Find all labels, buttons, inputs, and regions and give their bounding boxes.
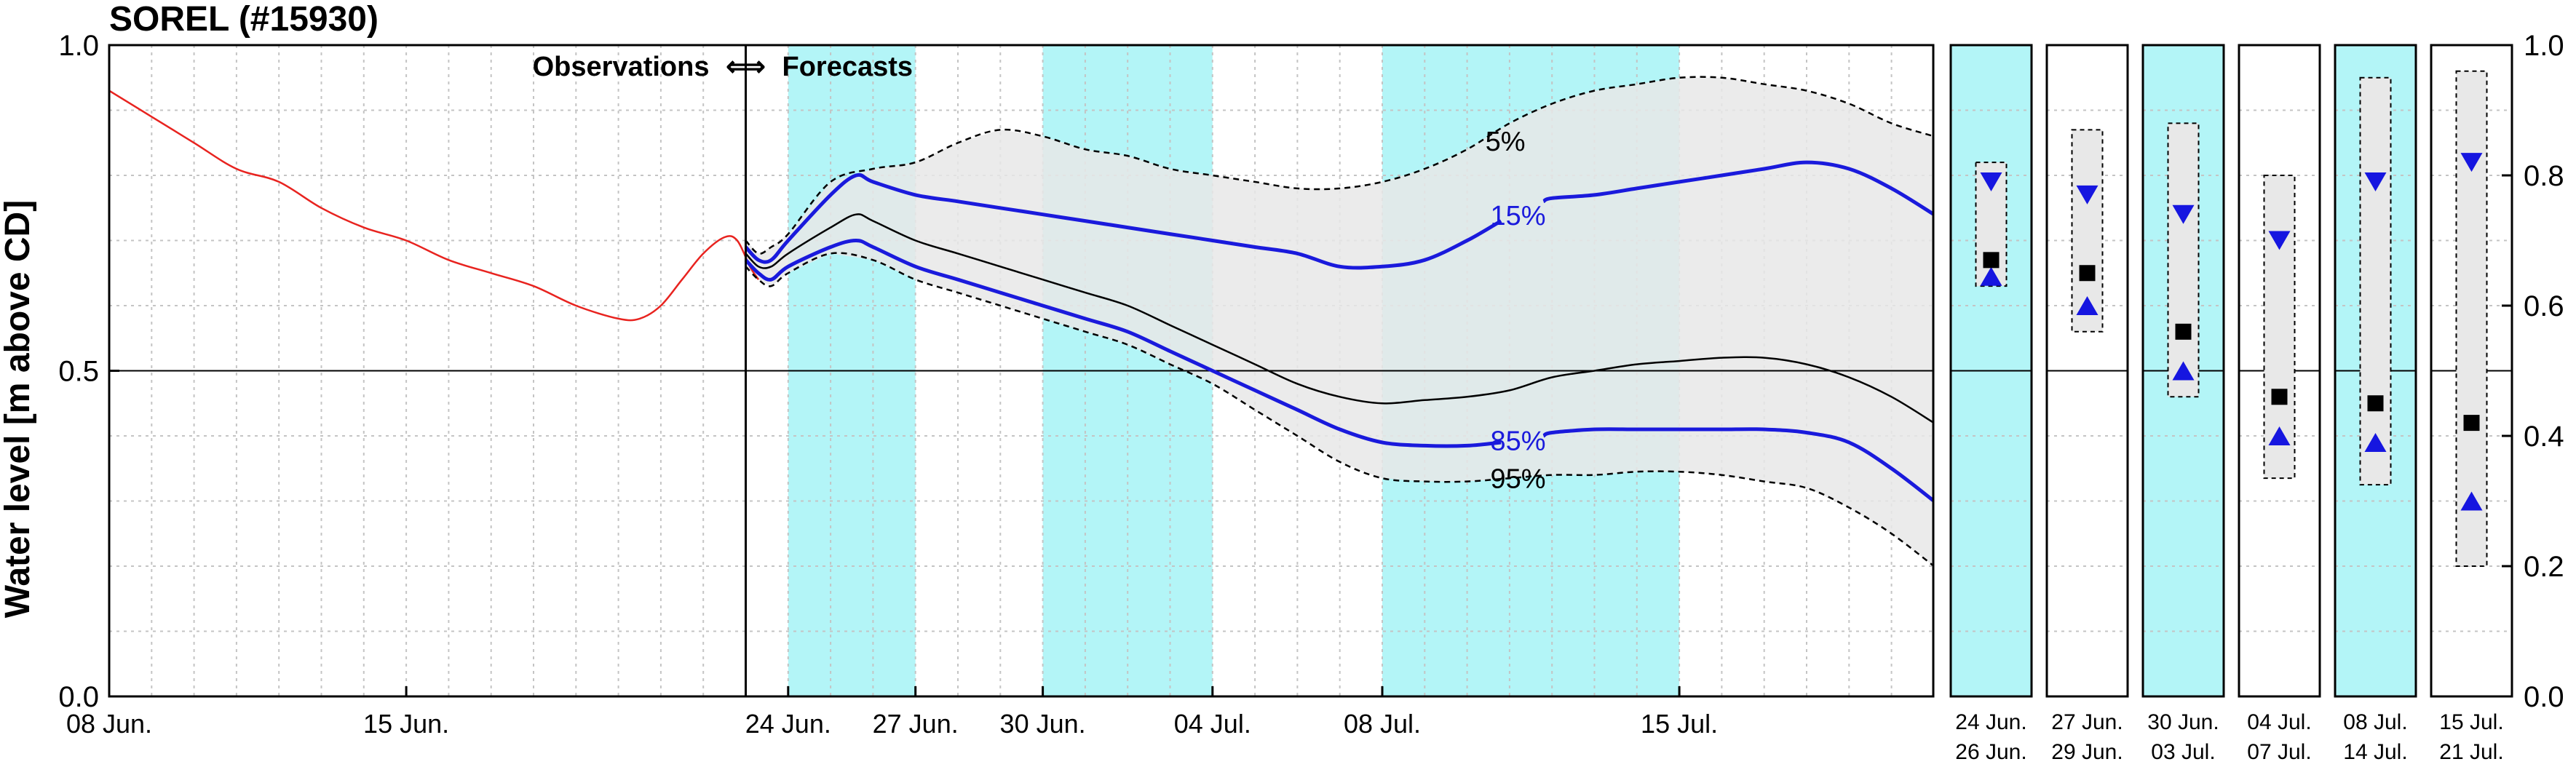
panel-start-label: 30 Jun. — [2147, 710, 2219, 734]
series-95pct — [745, 252, 1933, 567]
panel-frame — [2045, 44, 2129, 698]
period-panel: 08 Jul. 14 Jul. — [2334, 44, 2417, 764]
x-tick-label: 27 Jun. — [873, 709, 959, 739]
panel-low-marker — [2268, 426, 2291, 445]
panel-median-marker — [2079, 265, 2096, 282]
right-tick-label: 0.4 — [2524, 421, 2564, 453]
direction-arrow: ⟺ — [726, 52, 765, 82]
right-tick-label: 0.2 — [2524, 551, 2564, 583]
series-label: 85% — [1491, 426, 1546, 456]
panel-median-marker — [2367, 395, 2384, 412]
panel-high-marker — [2076, 185, 2099, 204]
observations-label: Observations — [533, 52, 710, 82]
panel-median-marker — [1983, 252, 2000, 269]
x-tick-label: 08 Jul. — [1344, 709, 1421, 739]
series-label: 95% — [1491, 464, 1546, 494]
y-tick-label: 0.0 — [58, 681, 99, 713]
y-axis-label: Water level [m above CD] — [0, 200, 37, 618]
y-tick-label: 0.5 — [58, 356, 99, 388]
panel-end-label: 29 Jun. — [2051, 740, 2123, 764]
series-label: 5% — [1486, 127, 1526, 157]
panel-low-marker — [1980, 266, 2002, 286]
panel-end-label: 26 Jun. — [1955, 740, 2026, 764]
series-label: 15% — [1491, 201, 1546, 231]
x-tick-label: 04 Jul. — [1174, 709, 1251, 739]
panel-low-marker — [2076, 296, 2099, 315]
series-15pct — [744, 172, 1502, 270]
panel-low-marker — [2364, 432, 2387, 452]
right-tick-label: 1.0 — [2524, 30, 2564, 62]
panel-high-marker — [2460, 153, 2483, 172]
series-median — [745, 213, 1933, 424]
panel-start-label: 27 Jun. — [2051, 710, 2123, 734]
series-85pct — [744, 238, 1502, 448]
panel-end-label: 14 Jul. — [2343, 740, 2407, 764]
panel-start-label: 04 Jul. — [2247, 710, 2311, 734]
x-tick-label: 15 Jun. — [363, 709, 449, 739]
panel-end-label: 21 Jul. — [2439, 740, 2503, 764]
panel-low-marker — [2460, 491, 2483, 511]
x-tick-label: 24 Jun. — [745, 709, 831, 739]
forecasts-label: Forecasts — [782, 52, 914, 82]
x-tick-label: 08 Jun. — [66, 709, 152, 739]
x-tick-label: 15 Jul. — [1641, 709, 1718, 739]
panel-median-marker — [2175, 323, 2192, 340]
panel-median-marker — [2463, 415, 2480, 432]
series-85pct — [1542, 427, 1933, 503]
panel-frame — [2334, 44, 2417, 698]
series-5pct — [745, 76, 1933, 255]
observed-line — [109, 90, 760, 322]
period-panel: 30 Jun. 03 Jul. — [2141, 44, 2225, 764]
y-tick-label: 1.0 — [58, 30, 99, 62]
panel-high-marker — [2172, 204, 2195, 224]
panel-start-label: 08 Jul. — [2343, 710, 2407, 734]
right-tick-label: 0.8 — [2524, 160, 2564, 192]
x-tick-label: 30 Jun. — [1000, 709, 1086, 739]
panel-frame — [2238, 44, 2321, 698]
panel-high-marker — [2364, 172, 2387, 191]
panel-high-marker — [1980, 172, 2002, 191]
period-panels: 24 Jun. 26 Jun. 27 Jun. 29 Jun. 30 Jun. 03 Ju… — [1949, 44, 2513, 764]
panel-start-label: 15 Jul. — [2439, 710, 2503, 734]
series-15pct — [1542, 160, 1933, 216]
plot-inner: 5% 15% 85% 95% — [109, 45, 1933, 696]
panel-frame — [2141, 44, 2225, 698]
panel-range-box — [2359, 76, 2392, 486]
main-plot: 5% 15% 85% 95% Observations ⟺ Forecasts 0.0 0.5 1… — [58, 30, 1935, 739]
panel-high-marker — [2268, 231, 2291, 250]
panel-frame — [1949, 44, 2033, 698]
right-y-axis: 0.0 0.2 0.4 0.6 0.8 1.0 — [2502, 30, 2564, 713]
period-panel: 15 Jul. 21 Jul. — [2430, 44, 2513, 764]
panel-low-marker — [2172, 361, 2195, 381]
panel-end-label: 03 Jul. — [2151, 740, 2215, 764]
panel-range-box — [2167, 122, 2200, 398]
period-panel: 27 Jun. 29 Jun. — [2045, 44, 2129, 764]
panel-start-label: 24 Jun. — [1955, 710, 2026, 734]
chart-title: SOREL (#15930) — [109, 0, 379, 39]
right-tick-label: 0.0 — [2524, 681, 2564, 713]
panel-median-marker — [2271, 389, 2288, 405]
period-panel: 04 Jul. 07 Jul. — [2238, 44, 2321, 764]
right-tick-label: 0.6 — [2524, 290, 2564, 322]
period-panel: 24 Jun. 26 Jun. — [1949, 44, 2033, 764]
percentile-band — [745, 77, 1933, 566]
panel-end-label: 07 Jul. — [2247, 740, 2311, 764]
